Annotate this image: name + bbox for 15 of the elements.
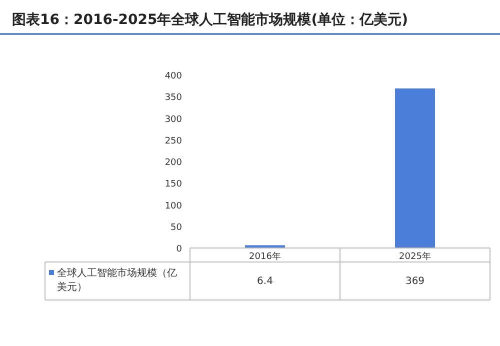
y-tick-label: 250 (164, 136, 182, 146)
y-tick-label: 50 (170, 222, 182, 233)
x-tick-label: 2016年 (249, 251, 281, 262)
legend-label: 全球人工智能市场规模（亿美元） (57, 267, 177, 293)
y-tick-label: 350 (164, 93, 182, 104)
data-label: 6.4 (257, 276, 273, 287)
y-tick-label: 200 (164, 158, 182, 168)
data-label: 369 (405, 276, 425, 287)
y-tick-label: 300 (164, 114, 182, 125)
y-tick-label: 100 (164, 201, 182, 212)
y-tick-label: 150 (164, 180, 182, 190)
y-tick-label: 400 (164, 72, 182, 82)
y-tick-label: 0 (176, 244, 182, 254)
chart-title: 图表16：2016-2025年全球人工智能市场规模(单位：亿美元) (12, 11, 408, 28)
x-tick-label: 2025年 (399, 251, 431, 262)
